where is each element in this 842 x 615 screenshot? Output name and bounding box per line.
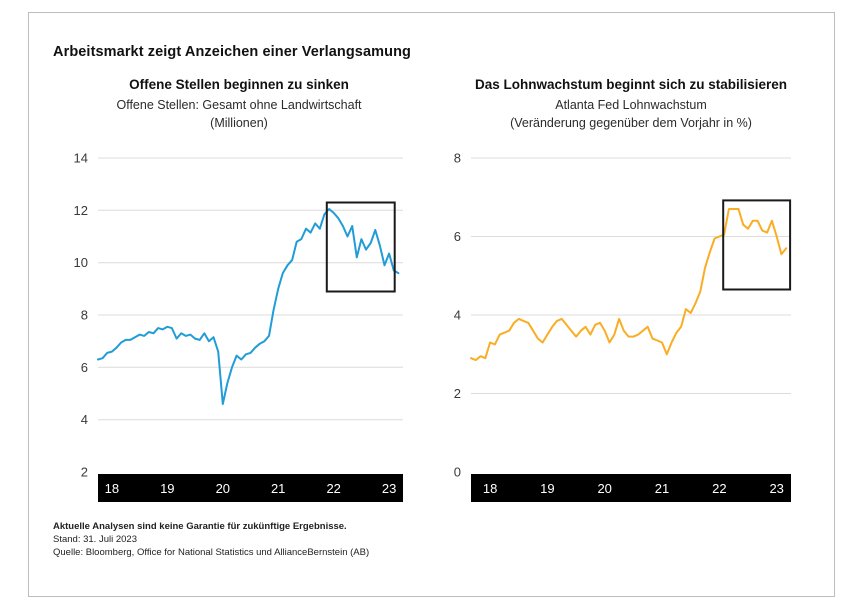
footer: Aktuelle Analysen sind keine Garantie fü… [53, 520, 369, 559]
x-tick-label: 23 [769, 481, 783, 496]
right-chart-unit: (Veränderung gegenüber dem Vorjahr in %) [510, 116, 752, 130]
x-axis-bar [98, 474, 403, 502]
as-of-date: Stand: 31. Juli 2023 [53, 534, 137, 545]
right-chart-subtitle: Atlanta Fed Lohnwachstum [555, 98, 707, 112]
chart-panel: Arbeitsmarkt zeigt Anzeichen einer Verla… [28, 12, 835, 597]
y-tick-label: 0 [454, 465, 461, 480]
left-chart-title: Offene Stellen beginnen zu sinken [129, 77, 349, 92]
x-tick-label: 20 [216, 481, 230, 496]
highlight-box [722, 199, 792, 291]
page-title: Arbeitsmarkt zeigt Anzeichen einer Verla… [53, 44, 412, 60]
y-tick-label: 6 [81, 360, 88, 375]
x-tick-label: 19 [540, 481, 554, 496]
x-tick-label: 23 [382, 481, 396, 496]
left-chart-unit: (Millionen) [210, 116, 268, 130]
data-line [470, 208, 788, 362]
highlight-box [325, 201, 396, 293]
x-tick-label: 22 [712, 481, 726, 496]
source-text: Quelle: Bloomberg, Office for National S… [53, 547, 370, 558]
right-chart-title: Das Lohnwachstum beginnt sich zu stabili… [474, 77, 788, 92]
disclaimer-text: Aktuelle Analysen sind keine Garantie fü… [53, 521, 347, 532]
data-line [97, 208, 400, 405]
left-chart-header: Offene Stellen beginnen zu sinken Offene… [61, 77, 417, 132]
x-tick-label: 21 [655, 481, 669, 496]
y-tick-label: 2 [454, 386, 461, 401]
y-tick-label: 14 [74, 151, 88, 166]
job-openings-line-chart: 14 12 10 8 6 4 2 18 19 20 21 22 23 [74, 151, 403, 502]
x-tick-label: 18 [105, 481, 119, 496]
y-tick-label: 4 [81, 412, 88, 427]
x-axis-bar [471, 474, 791, 502]
x-tick-label: 18 [483, 481, 497, 496]
x-tick-label: 20 [597, 481, 611, 496]
y-tick-label: 8 [81, 308, 88, 323]
x-tick-label: 21 [271, 481, 285, 496]
right-chart-header: Das Lohnwachstum beginnt sich zu stabili… [471, 77, 791, 132]
y-tick-label: 2 [81, 465, 88, 480]
y-tick-label: 8 [454, 151, 461, 166]
y-tick-label: 12 [74, 203, 88, 218]
left-chart-subtitle: Offene Stellen: Gesamt ohne Landwirtscha… [116, 98, 362, 112]
y-tick-label: 4 [454, 308, 461, 323]
x-tick-label: 22 [326, 481, 340, 496]
y-tick-label: 10 [74, 255, 88, 270]
x-tick-label: 19 [160, 481, 174, 496]
y-tick-label: 6 [454, 229, 461, 244]
